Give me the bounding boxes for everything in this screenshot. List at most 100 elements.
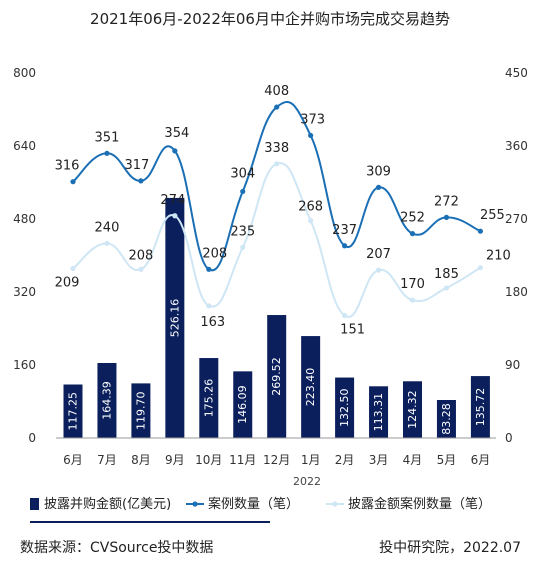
bar-value-label: 132.50	[338, 389, 351, 428]
x-tick-label: 3月	[369, 453, 389, 467]
series-point	[308, 218, 314, 224]
bar-series: 117.25 164.39 119.70 526.16 175.26 146.09 269.…	[63, 197, 490, 438]
series-point	[104, 240, 110, 246]
y-right-tick-label: 360	[505, 139, 528, 153]
y-left-tick-label: 160	[13, 358, 36, 372]
legend-cases-marker	[192, 501, 198, 507]
series-point	[443, 214, 450, 220]
case-count-label: 304	[230, 166, 255, 181]
series-point	[172, 148, 178, 154]
series-point	[375, 184, 382, 190]
disclosed-case-count-label: 274	[160, 193, 185, 208]
legend-disclosed-marker	[332, 501, 338, 507]
line-series-disclosed-cases: 209 240 208 274 163 235 338 268 151 207 170 185 210	[55, 141, 511, 338]
disclosed-case-count-label: 151	[340, 323, 365, 338]
y-right-tick-label: 90	[505, 358, 520, 372]
bar	[403, 381, 422, 438]
x-tick-label: 10月	[195, 453, 222, 467]
series-point	[104, 150, 110, 156]
case-count-label: 208	[202, 246, 227, 261]
series-line	[72, 162, 481, 318]
bar-value-label: 113.31	[372, 393, 385, 432]
series-line	[72, 101, 481, 272]
case-count-label: 252	[400, 211, 425, 226]
legend-cases-label: 案例数量（笔）	[208, 496, 299, 512]
y-right-tick-label: 450	[505, 66, 528, 80]
bar	[369, 386, 389, 438]
disclosed-case-count-label: 209	[55, 275, 80, 290]
y-axis-right: 0 90 180 270 360 450	[505, 66, 528, 445]
series-point	[138, 178, 144, 184]
y-right-tick-label: 270	[505, 212, 528, 226]
series-point	[477, 265, 483, 271]
bar-value-label: 146.09	[236, 385, 249, 424]
series-point	[477, 228, 483, 234]
y-right-tick-label: 180	[505, 285, 528, 299]
case-count-label: 237	[332, 223, 357, 238]
legend-disclosed-label: 披露金额案例数量（笔）	[348, 496, 491, 512]
series-point	[443, 285, 450, 291]
disclosed-case-count-label: 235	[230, 224, 255, 239]
bar	[335, 377, 355, 438]
bar-value-label: 269.52	[270, 357, 283, 396]
legend: 披露并购金额(亿美元) 案例数量（笔） 披露金额案例数量（笔）	[30, 496, 491, 512]
series-point	[70, 179, 76, 185]
x-tick-label: 9月	[165, 453, 185, 467]
case-count-label: 408	[264, 84, 289, 99]
disclosed-case-count-label: 210	[486, 249, 511, 264]
y-left-tick-label: 640	[13, 139, 36, 153]
y-axis-left: 0 160 320 480 640 800	[13, 66, 36, 445]
bar	[267, 315, 287, 438]
x-axis: 6月 7月 8月 9月 10月 11月 12月 1月 2月 3月 4月 5月 6月	[63, 453, 490, 467]
chart-title: 2021年06月-2022年06月中企并购市场完成交易趋势	[90, 10, 450, 28]
x-tick-label: 2月	[335, 453, 355, 467]
series-point	[274, 161, 280, 167]
series-point	[240, 188, 246, 195]
legend-bar-swatch	[30, 498, 39, 510]
case-count-label: 354	[164, 126, 189, 141]
y-right-tick-label: 0	[505, 431, 513, 445]
series-point	[70, 265, 76, 272]
x-tick-label: 11月	[229, 453, 256, 467]
legend-bar-label: 披露并购金额(亿美元)	[44, 496, 171, 512]
x-year-label: 2022	[293, 475, 321, 488]
y-left-tick-label: 800	[13, 66, 36, 80]
series-point	[409, 231, 416, 237]
disclosed-case-count-label: 240	[95, 220, 120, 235]
bar	[131, 383, 151, 438]
bar-value-label: 83.28	[440, 403, 453, 435]
x-tick-label: 6月	[63, 453, 83, 467]
bar-value-label: 223.40	[304, 368, 317, 407]
disclosed-case-count-label: 338	[264, 141, 289, 156]
case-count-label: 272	[434, 194, 459, 209]
disclosed-case-count-label: 170	[400, 277, 425, 292]
x-tick-label: 8月	[131, 453, 151, 467]
case-count-label: 373	[300, 112, 325, 127]
x-tick-label: 4月	[403, 453, 423, 467]
bar-value-label: 135.72	[474, 388, 487, 427]
x-tick-label: 7月	[97, 453, 117, 467]
x-tick-label: 6月	[471, 453, 491, 467]
legend-underline	[30, 521, 270, 523]
y-left-tick-label: 320	[13, 285, 36, 299]
series-point	[274, 104, 280, 110]
case-count-label: 316	[55, 159, 80, 174]
bar	[97, 362, 117, 438]
disclosed-case-count-label: 208	[128, 248, 153, 263]
series-point	[375, 267, 382, 273]
series-point	[206, 266, 212, 272]
bar-value-label: 124.32	[406, 390, 419, 429]
case-count-label: 309	[366, 164, 391, 179]
series-point	[342, 312, 348, 319]
disclosed-case-count-label: 163	[200, 315, 225, 330]
series-point	[172, 213, 178, 219]
x-tick-label: 12月	[263, 453, 290, 467]
data-source: 数据来源：CVSource投中数据	[20, 540, 214, 556]
bar-value-label: 526.16	[168, 299, 181, 338]
series-point	[342, 243, 348, 249]
bar	[233, 371, 253, 438]
disclosed-case-count-label: 207	[366, 247, 391, 262]
series-point	[206, 303, 212, 309]
chart-svg: 2021年06月-2022年06月中企并购市场完成交易趋势 0 160 320 480…	[13, 10, 528, 512]
